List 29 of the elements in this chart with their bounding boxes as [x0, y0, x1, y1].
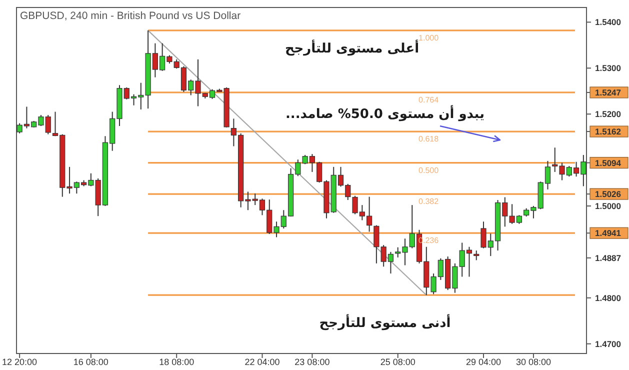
y-tick-label: 1.5200 [595, 109, 622, 120]
annotation: يبدو أن مستوى 50.0% صامد... [285, 105, 485, 122]
y-tick-label: 1.5026 [595, 189, 622, 200]
y-tick-label: 1.5247 [595, 87, 622, 98]
y-tick-label: 1.5000 [595, 200, 622, 211]
x-tick-label: 22 04:00 [244, 357, 280, 367]
chart-title: GBPUSD, 240 min - British Pound vs US Dollar [20, 10, 242, 22]
y-tick-label: 1.4941 [595, 228, 622, 238]
annotation: 0.382 [418, 197, 440, 206]
annotation: أعلى مستوى للتأرجح [284, 39, 420, 56]
annotation: أدنى مستوى للتأرجح [319, 314, 451, 332]
y-tick-label: 1.4700 [595, 338, 622, 349]
x-tick-label: 29 04:00 [466, 357, 502, 367]
y-tick-label: 1.5162 [595, 126, 622, 137]
x-tick-label: 25 08:00 [380, 357, 416, 367]
annotation: 0.764 [418, 95, 440, 104]
y-tick-label: 1.5300 [595, 63, 622, 74]
annotation: 0.618 [418, 134, 440, 144]
y-tick-label: 1.5400 [595, 17, 622, 28]
x-tick-label: 30 08:00 [516, 357, 551, 367]
annotation: 1.000 [418, 33, 440, 42]
annotation: 0.500 [418, 166, 440, 175]
x-tick-label: 16 08:00 [73, 357, 108, 367]
x-tick-label: 23 08:00 [294, 357, 330, 367]
x-tick-label: 12 20:00 [2, 357, 38, 367]
y-tick-label: 1.5094 [595, 158, 622, 168]
y-tick-label: 1.4887 [595, 252, 622, 263]
x-tick-label: 18 08:00 [159, 357, 194, 367]
y-tick-label: 1.4800 [595, 292, 622, 303]
